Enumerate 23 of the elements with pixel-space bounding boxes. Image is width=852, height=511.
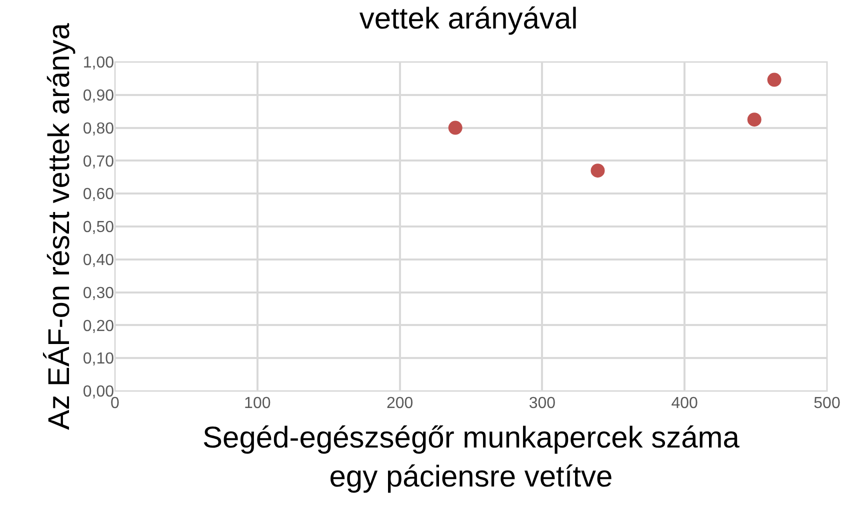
chart-title: vettek arányával — [359, 2, 578, 36]
x-tick-label: 300 — [528, 395, 556, 412]
y-tick-label: 0,60 — [82, 186, 114, 204]
y-tick-label: 0,10 — [82, 350, 114, 368]
point — [767, 72, 782, 87]
x-tick-label: 100 — [244, 395, 271, 412]
y-tick-label: 0,90 — [82, 88, 114, 104]
y-tick-label: 0,80 — [82, 120, 114, 138]
y-tick-label: 0,30 — [82, 284, 114, 302]
point — [590, 164, 605, 178]
x-tick-label: 400 — [671, 395, 698, 412]
y-axis-title: Az EÁF-on részt vettek aránya — [42, 22, 76, 430]
y-tick-label: 0,50 — [82, 219, 114, 236]
x-axis-title: Segéd-egészségőr munkapercek száma egy páciensre vetítve — [202, 422, 740, 494]
y-tick-label: 0,20 — [82, 318, 114, 335]
point — [747, 112, 762, 127]
y-tick-label: 0,40 — [82, 252, 114, 269]
x-tick-label: 0 — [110, 395, 120, 412]
x-tick-label: 500 — [814, 395, 840, 412]
x-tick-label: 200 — [386, 395, 414, 412]
y-tick-label: 1,00 — [82, 54, 114, 72]
point — [448, 120, 462, 135]
y-tick-label: 0,70 — [82, 153, 114, 170]
